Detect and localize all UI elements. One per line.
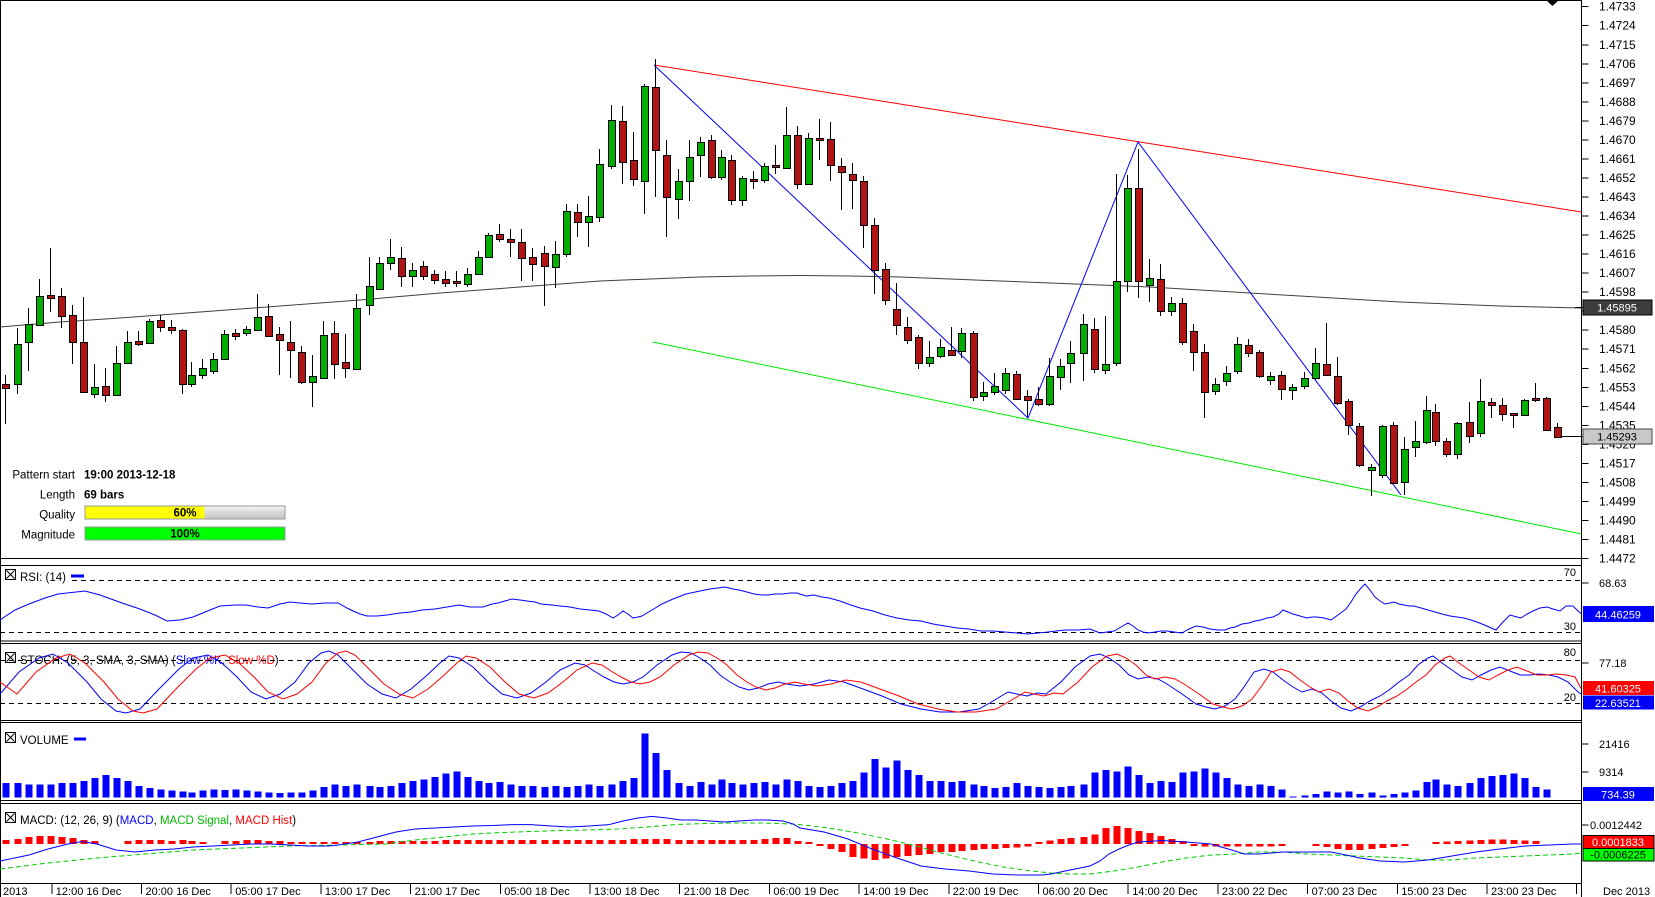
svg-text:1.4481: 1.4481: [1599, 533, 1636, 547]
svg-text:1.4598: 1.4598: [1599, 285, 1636, 299]
svg-text:20:00 16 Dec: 20:00 16 Dec: [146, 886, 212, 897]
svg-text:1.4517: 1.4517: [1599, 456, 1636, 470]
svg-text:06:00 19 Dec: 06:00 19 Dec: [773, 886, 839, 897]
svg-text:23:00 23 Dec: 23:00 23 Dec: [1491, 886, 1557, 897]
svg-text:1.4724: 1.4724: [1599, 19, 1636, 33]
svg-text:Magnitude: Magnitude: [21, 530, 75, 542]
svg-text:1.4697: 1.4697: [1599, 76, 1636, 90]
svg-text:Pattern start: Pattern start: [12, 470, 75, 482]
svg-text:1.4490: 1.4490: [1599, 514, 1636, 528]
svg-text:1.4634: 1.4634: [1599, 209, 1636, 223]
svg-text:1.4670: 1.4670: [1599, 133, 1636, 147]
svg-text:22:00 19 Dec: 22:00 19 Dec: [953, 886, 1019, 897]
svg-text:1.4652: 1.4652: [1599, 171, 1636, 185]
svg-text:734.39: 734.39: [1601, 790, 1635, 802]
svg-text:0.0001833: 0.0001833: [1592, 837, 1644, 849]
svg-text:2013: 2013: [3, 886, 27, 897]
svg-text:1.4580: 1.4580: [1599, 323, 1636, 337]
svg-text:70: 70: [1564, 567, 1576, 579]
svg-text:77.18: 77.18: [1599, 658, 1627, 670]
svg-text:41.60325: 41.60325: [1595, 684, 1641, 696]
svg-text:44.46259: 44.46259: [1595, 610, 1641, 622]
svg-text:19:00 2013-12-18: 19:00 2013-12-18: [84, 470, 176, 482]
svg-text:1.4616: 1.4616: [1599, 247, 1636, 261]
svg-text:RSI: (14): RSI: (14): [20, 572, 66, 584]
svg-text:1.4562: 1.4562: [1599, 361, 1636, 375]
svg-text:1.4733: 1.4733: [1599, 0, 1636, 14]
svg-text:1.4508: 1.4508: [1599, 475, 1636, 489]
svg-text:05:00 17 Dec: 05:00 17 Dec: [235, 886, 301, 897]
svg-text:1.45895: 1.45895: [1597, 303, 1637, 315]
svg-text:1.4688: 1.4688: [1599, 95, 1636, 109]
svg-text:14:00 20 Dec: 14:00 20 Dec: [1132, 886, 1198, 897]
svg-text:Dec 2013: Dec 2013: [1603, 886, 1650, 897]
svg-text:1.4544: 1.4544: [1599, 399, 1636, 413]
svg-text:12:00 16 Dec: 12:00 16 Dec: [56, 886, 122, 897]
svg-text:20: 20: [1564, 692, 1576, 704]
svg-text:1.4472: 1.4472: [1599, 552, 1636, 566]
svg-text:30: 30: [1564, 621, 1576, 633]
svg-text:1.4607: 1.4607: [1599, 266, 1636, 280]
svg-text:1.4715: 1.4715: [1599, 38, 1636, 52]
svg-text:1.4571: 1.4571: [1599, 342, 1636, 356]
svg-text:21416: 21416: [1599, 739, 1630, 751]
svg-text:9314: 9314: [1599, 767, 1623, 779]
svg-text:MACD: (12, 26, 9) (MACD, MACD: MACD: (12, 26, 9) (MACD, MACD Signal, MA…: [20, 815, 296, 827]
svg-text:80: 80: [1564, 647, 1576, 659]
svg-text:Quality: Quality: [39, 510, 75, 522]
svg-text:05:00 18 Dec: 05:00 18 Dec: [504, 886, 570, 897]
svg-text:Length: Length: [40, 490, 75, 502]
svg-text:21:00 18 Dec: 21:00 18 Dec: [684, 886, 750, 897]
svg-text:1.4625: 1.4625: [1599, 228, 1636, 242]
svg-text:14:00 19 Dec: 14:00 19 Dec: [863, 886, 929, 897]
svg-text:1.4706: 1.4706: [1599, 57, 1636, 71]
svg-text:0.0012442: 0.0012442: [1590, 820, 1642, 832]
svg-text:VOLUME: VOLUME: [20, 735, 69, 747]
svg-text:1.45293: 1.45293: [1597, 432, 1637, 444]
svg-text:13:00 17 Dec: 13:00 17 Dec: [325, 886, 391, 897]
svg-text:06:00 20 Dec: 06:00 20 Dec: [1043, 886, 1109, 897]
svg-text:60%: 60%: [173, 508, 196, 520]
svg-text:100%: 100%: [170, 529, 199, 541]
svg-text:21:00 17 Dec: 21:00 17 Dec: [415, 886, 481, 897]
svg-text:13:00 18 Dec: 13:00 18 Dec: [594, 886, 660, 897]
svg-text:07:00 23 Dec: 07:00 23 Dec: [1312, 886, 1378, 897]
svg-text:22.63521: 22.63521: [1595, 698, 1641, 710]
svg-text:15:00 23 Dec: 15:00 23 Dec: [1401, 886, 1467, 897]
svg-text:69 bars: 69 bars: [84, 490, 124, 502]
svg-text:1.4679: 1.4679: [1599, 114, 1636, 128]
svg-text:1.4643: 1.4643: [1599, 190, 1636, 204]
svg-text:1.4553: 1.4553: [1599, 380, 1636, 394]
svg-text:1.4499: 1.4499: [1599, 495, 1636, 509]
svg-text:-0.0006225: -0.0006225: [1590, 850, 1646, 862]
svg-text:1.4661: 1.4661: [1599, 152, 1636, 166]
svg-text:68.63: 68.63: [1599, 578, 1627, 590]
svg-text:23:00 22 Dec: 23:00 22 Dec: [1222, 886, 1288, 897]
